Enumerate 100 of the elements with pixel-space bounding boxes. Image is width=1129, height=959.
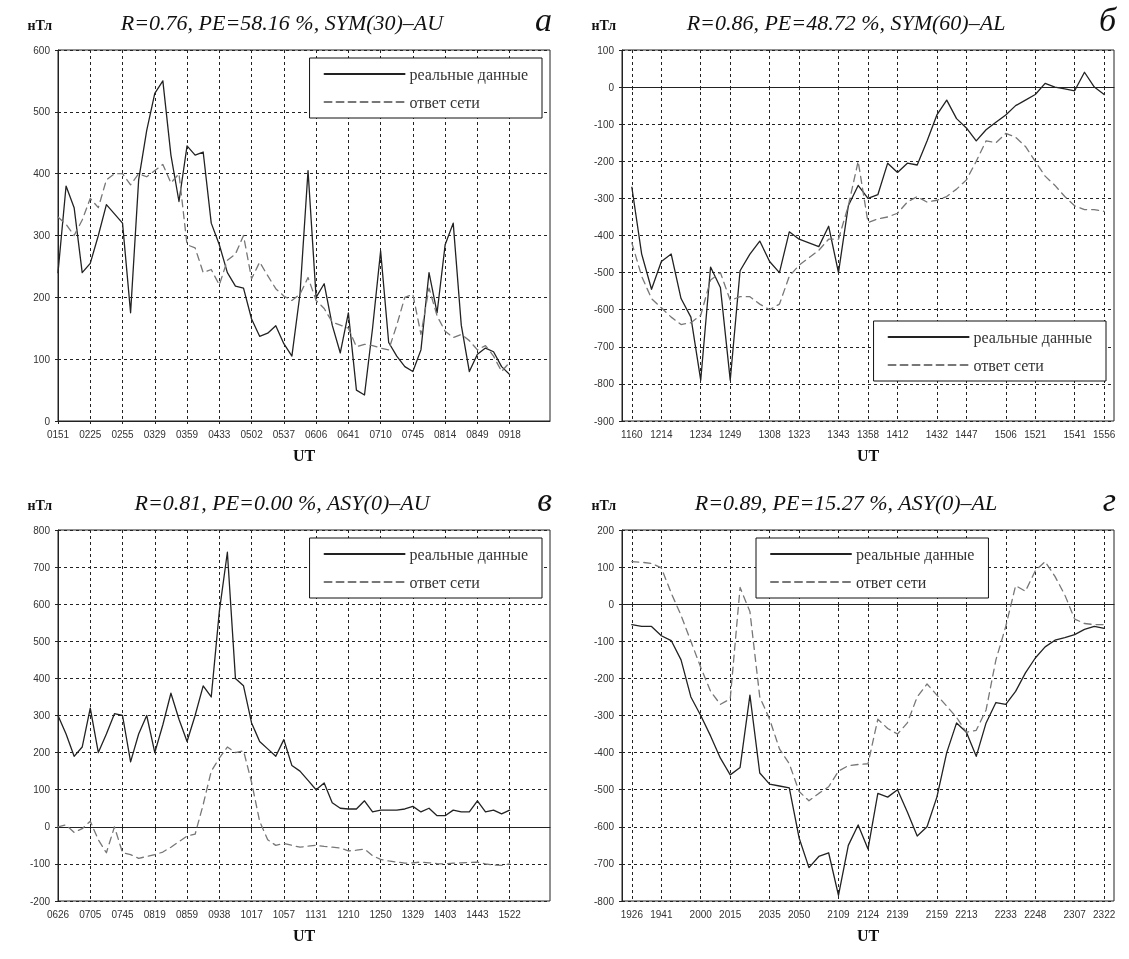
y-tick-label: 200 [33,291,51,303]
x-tick-label: 0938 [208,908,231,919]
chart-title: R=0.81, PE=0.00 %, ASY(0)–AU [133,489,432,514]
legend-label: ответ сети [409,573,481,590]
x-tick-label: 0705 [79,908,102,919]
text: г [1102,480,1116,517]
line-series [631,132,1105,326]
y-axis-title: нТл [27,497,53,512]
x-tick-label: 0225 [79,428,102,440]
x-tick-label: 0859 [175,908,199,919]
y-tick-label: -200 [593,155,615,167]
x-tick-label: 2109 [827,908,851,919]
line-series [57,745,511,866]
x-tick-label: 0329 [143,428,167,440]
y-tick-label: 0 [44,820,51,832]
y-tick-label: -100 [593,118,615,130]
x-tick-label: 1250 [369,908,393,919]
x-tick-label: 0849 [466,428,489,440]
x-tick-label: 0626 [46,908,70,919]
x-tick-label: 1412 [886,428,910,440]
x-tick-label: 2035 [758,908,782,919]
y-tick-label: 0 [44,415,51,427]
line-series [57,163,511,373]
x-tick-label: 1403 [434,908,457,919]
x-tick-label: 2248 [1024,908,1047,919]
y-tick-label: 100 [597,561,615,573]
x-tick-label: 1160 [621,428,644,440]
y-tick-label: 200 [33,746,51,758]
y-tick-label: 400 [33,672,51,684]
y-axis-title: нТл [591,17,617,33]
x-tick-label: 1556 [1093,428,1116,440]
y-tick-label: 0 [608,598,615,610]
x-tick-label: 1017 [240,908,264,919]
x-tick-label: 2015 [719,908,742,919]
text: а [535,0,552,38]
y-tick-label: -100 [29,857,51,869]
y-tick-label: -300 [593,709,615,721]
y-tick-label: -600 [593,820,615,832]
y-tick-label: 700 [33,561,51,573]
x-tick-label: 1941 [650,908,673,919]
y-tick-label: -800 [593,378,615,390]
legend-label: ответ сети [973,356,1045,374]
x-tick-label: 2124 [856,908,880,919]
legend-label: реальные данные [973,328,1092,347]
x-tick-label: 1323 [787,428,811,440]
y-tick-label: 100 [597,44,615,56]
chart-title: R=0.86, PE=48.72 %, SYM(60)–AL [685,9,1006,35]
y-tick-label: -500 [593,783,615,795]
x-tick-label: 1447 [955,428,978,440]
x-tick-label: 2233 [994,908,1018,919]
x-tick-label: 1521 [1024,428,1047,440]
x-tick-label: 2050 [787,908,811,919]
y-tick-label: 100 [33,353,51,365]
y-tick-label: -500 [593,267,615,279]
x-tick-label: 0359 [175,428,199,440]
x-tick-label: 0745 [111,908,135,919]
y-axis-title: нТл [27,17,53,33]
y-tick-label: 0 [608,81,615,93]
x-tick-label: 1522 [498,908,522,919]
y-tick-label: 100 [33,783,51,795]
y-tick-label: -200 [593,672,615,684]
y-tick-label: -300 [593,192,615,204]
x-tick-label: 0433 [208,428,231,440]
x-tick-label: 2139 [886,908,910,919]
y-axis-title: нТл [591,497,617,512]
x-tick-label: 2213 [955,908,978,919]
y-tick-label: -900 [593,415,615,427]
x-axis-title: UT [856,446,880,464]
legend-label: реальные данные [409,545,528,563]
y-tick-label: 300 [33,230,51,241]
x-axis-title: UT [292,926,316,943]
y-tick-label: -100 [593,635,615,647]
x-tick-label: 1249 [719,428,742,440]
x-tick-label: 1057 [272,908,296,919]
x-axis-title: UT [292,446,316,464]
x-tick-label: 2159 [925,908,949,919]
x-tick-label: 1210 [337,908,360,919]
y-tick-label: 300 [33,709,51,721]
x-tick-label: 0814 [434,428,457,440]
x-tick-label: 1541 [1063,428,1087,440]
x-tick-label: 1343 [827,428,851,440]
y-tick-label: -700 [593,857,615,869]
legend-label: ответ сети [409,93,481,111]
x-tick-label: 1329 [401,908,425,919]
x-tick-label: 2322 [1093,908,1116,919]
y-tick-label: -600 [593,304,615,316]
x-tick-label: 1358 [856,428,880,440]
legend-label: ответ сети [856,573,927,590]
x-tick-label: 0606 [304,428,328,440]
x-tick-label: 1432 [925,428,949,440]
x-tick-label: 0710 [369,428,393,440]
y-tick-label: -700 [593,341,615,353]
y-tick-label: 400 [33,168,51,180]
x-tick-label: 1234 [689,428,713,440]
y-tick-label: -400 [593,230,615,241]
legend-label: реальные данные [409,65,528,84]
x-tick-label: 2307 [1063,908,1087,919]
x-tick-label: 0537 [272,428,296,440]
x-axis-title: UT [856,926,880,943]
y-tick-label: 800 [33,524,51,535]
